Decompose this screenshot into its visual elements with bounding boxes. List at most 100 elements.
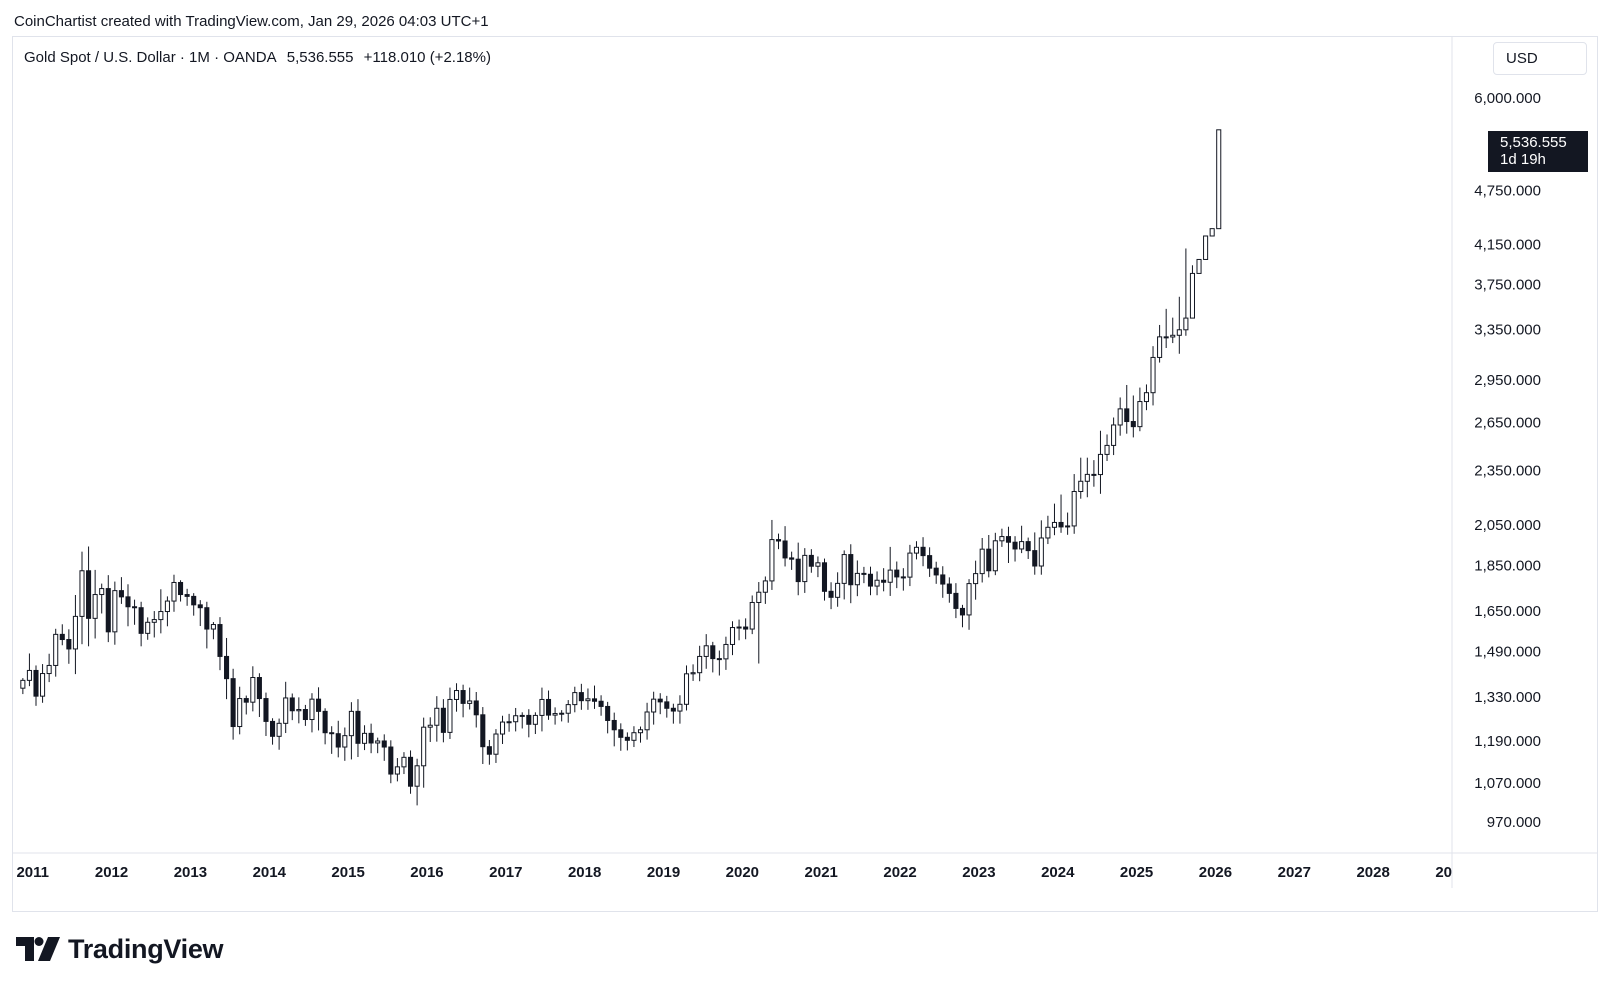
candle-down <box>920 546 926 557</box>
candle-up <box>237 698 243 728</box>
candle-down <box>316 698 322 712</box>
x-tick-label: 2013 <box>174 864 207 881</box>
candle-down <box>657 698 663 703</box>
candle-down <box>605 705 611 721</box>
last-value: 5,536.555 <box>286 49 354 66</box>
candle-up <box>749 601 755 630</box>
last-price-tag: 5,536.555 1d 19h <box>1488 131 1588 172</box>
candle-down <box>927 555 933 569</box>
tradingview-logo[interactable]: TradingView <box>16 932 224 966</box>
candle-up <box>703 645 709 657</box>
candle-down <box>664 701 670 709</box>
candle-up <box>499 721 506 735</box>
candle-up <box>46 664 52 675</box>
candle-up <box>532 714 538 725</box>
y-tick-label: 3,350.000 <box>1474 322 1541 339</box>
y-tick-label: 970.000 <box>1487 814 1541 831</box>
candle-up <box>1019 541 1025 550</box>
y-tick-label: 1,490.000 <box>1474 644 1541 661</box>
y-tick-label: 2,950.000 <box>1474 372 1541 389</box>
candle-up <box>1170 334 1176 338</box>
candle-up <box>1071 490 1077 527</box>
y-tick-label: 1,850.000 <box>1474 558 1541 575</box>
candle-down <box>270 720 276 737</box>
candle-up <box>1137 401 1143 428</box>
candle-down <box>1005 536 1012 543</box>
candle-up <box>979 548 985 575</box>
candle-down <box>368 732 374 744</box>
x-tick-label: 2022 <box>883 864 916 881</box>
candle-up <box>835 582 841 598</box>
x-tick-label: 2016 <box>410 864 443 881</box>
candle-up <box>210 624 216 630</box>
candle-down <box>1012 541 1018 550</box>
candle-up <box>164 600 170 613</box>
candle-down <box>1032 550 1038 567</box>
candle-down <box>743 626 749 630</box>
candle-down <box>33 669 39 697</box>
candle-up <box>756 591 762 603</box>
candle-down <box>940 574 946 585</box>
candle-up <box>966 583 972 616</box>
candle-down <box>138 607 144 634</box>
x-tick-label: 2015 <box>331 864 364 881</box>
currency-selector[interactable]: USD <box>1493 42 1587 75</box>
candle-down <box>598 700 604 707</box>
candle-down <box>66 639 72 650</box>
candle-down <box>1130 421 1136 428</box>
candle-down <box>322 710 328 734</box>
candle-up <box>1065 525 1071 528</box>
candle-down <box>407 756 414 787</box>
candle-up <box>973 573 979 585</box>
candle-up <box>1117 408 1123 426</box>
candle-up <box>841 554 847 584</box>
candle-down <box>782 540 788 559</box>
candle-down <box>191 595 197 606</box>
candle-up <box>434 707 440 726</box>
x-tick-label: 2027 <box>1278 864 1311 881</box>
x-tick-label: 2020 <box>726 864 759 881</box>
candle-up <box>677 703 683 712</box>
candle-down <box>795 558 801 583</box>
brand-name: TradingView <box>68 933 224 964</box>
candle-up <box>1196 258 1202 274</box>
candle-up <box>1078 480 1084 492</box>
candle-up <box>250 677 256 703</box>
candle-down <box>1163 336 1169 339</box>
candle-down <box>867 573 874 587</box>
candle-down <box>329 732 335 735</box>
candle-down <box>86 570 92 619</box>
candle-down <box>618 729 624 738</box>
candle-down <box>118 590 124 598</box>
candle-up <box>1045 526 1051 539</box>
candle-up <box>1176 329 1182 336</box>
candle-up <box>342 735 348 748</box>
candle-up <box>20 679 26 689</box>
candle-down <box>388 746 394 775</box>
candle-down <box>355 710 361 744</box>
candle-up <box>802 554 808 583</box>
candle-down <box>808 554 814 567</box>
candle-up <box>493 733 499 755</box>
candle-up <box>572 692 578 706</box>
candle-up <box>72 615 78 650</box>
candle-up <box>1104 444 1110 455</box>
candle-up <box>1183 317 1189 331</box>
candle-up <box>874 579 880 587</box>
symbol-name[interactable]: Gold Spot / U.S. Dollar · 1M · OANDA <box>24 49 277 66</box>
candle-up <box>1203 235 1209 260</box>
candle-down <box>480 714 486 748</box>
candle-up <box>1097 453 1104 476</box>
candle-down <box>900 576 906 579</box>
candle-up <box>394 766 400 775</box>
candle-down <box>821 562 828 592</box>
candle-down <box>204 607 210 630</box>
bar-countdown: 1d 19h <box>1500 151 1546 168</box>
y-tick-label: 4,150.000 <box>1474 236 1541 253</box>
candle-down <box>789 557 795 560</box>
candle-up <box>276 722 282 737</box>
x-tick-label: 2023 <box>962 864 995 881</box>
x-tick-label: 2021 <box>805 864 838 881</box>
candle-down <box>959 607 966 616</box>
